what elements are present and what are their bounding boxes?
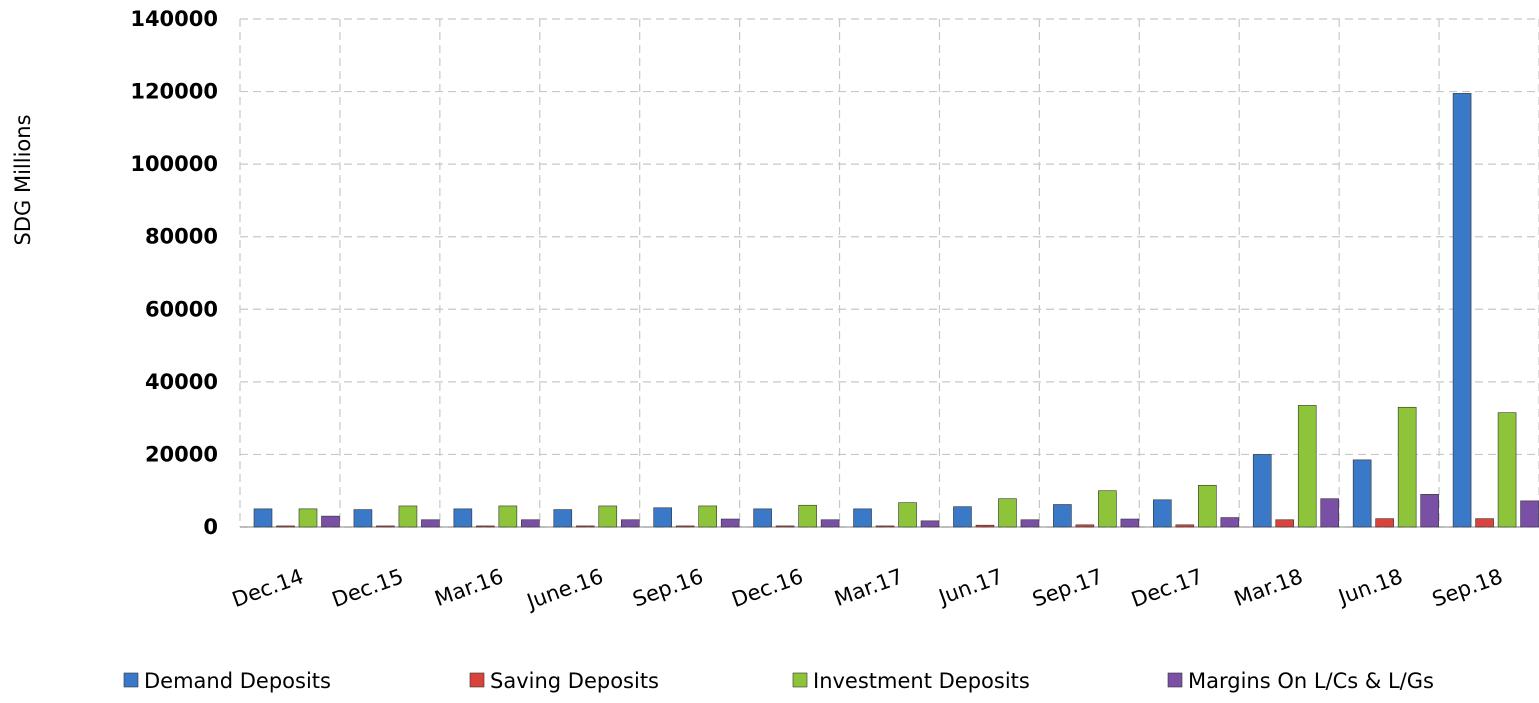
bar xyxy=(1198,484,1217,528)
x-tick-label: June.16 xyxy=(522,564,606,614)
bar xyxy=(1420,494,1439,528)
bar xyxy=(598,505,618,528)
bar xyxy=(253,508,273,528)
bar xyxy=(675,525,695,528)
bar xyxy=(1275,519,1295,528)
x-tick-label: Dec.16 xyxy=(728,564,806,612)
bar xyxy=(1397,406,1417,528)
x-tick-label: Dec.14 xyxy=(229,564,307,612)
bar xyxy=(521,519,540,528)
y-tick-label: 40000 xyxy=(145,370,218,394)
bar xyxy=(998,498,1017,528)
bar xyxy=(476,525,495,528)
bar xyxy=(798,504,817,528)
bar xyxy=(853,508,872,528)
bar xyxy=(898,502,917,528)
bar xyxy=(1297,405,1317,528)
bar xyxy=(276,525,295,528)
bar xyxy=(1053,504,1072,528)
bar xyxy=(820,519,840,528)
bar xyxy=(1320,498,1340,528)
bar xyxy=(421,519,440,528)
x-tick-label: Sep.16 xyxy=(630,564,707,612)
legend-swatch xyxy=(469,672,485,688)
bar xyxy=(1475,518,1494,528)
y-tick-label: 120000 xyxy=(130,80,218,104)
bar xyxy=(753,508,772,528)
bar xyxy=(1075,524,1095,528)
legend-swatch xyxy=(123,672,139,688)
bar xyxy=(1352,459,1372,528)
bar xyxy=(720,518,740,528)
y-tick-label: 0 xyxy=(203,515,218,539)
y-axis-title: SDG Millions xyxy=(11,114,35,245)
x-tick-label: Mar.17 xyxy=(831,564,906,611)
y-tick-label: 80000 xyxy=(145,225,218,249)
y-tick-label: 20000 xyxy=(145,442,218,466)
bar xyxy=(1020,519,1040,528)
bar xyxy=(453,508,473,528)
x-tick-label: Dec.15 xyxy=(329,564,407,612)
bar xyxy=(920,520,940,528)
bar xyxy=(1153,499,1172,528)
legend-swatch xyxy=(1167,672,1183,688)
bar xyxy=(321,515,340,528)
bar xyxy=(1452,93,1472,528)
bar xyxy=(875,525,895,528)
x-tick-label: Dec.17 xyxy=(1128,564,1206,612)
bar xyxy=(1497,412,1517,528)
legend-label: Saving Deposits xyxy=(490,669,659,693)
bar xyxy=(575,525,595,528)
x-tick-label: Sep.18 xyxy=(1429,564,1506,612)
bar xyxy=(953,506,972,528)
bar xyxy=(698,505,717,528)
x-tick-label: Mar.18 xyxy=(1231,564,1306,611)
bar xyxy=(1252,454,1272,528)
bar xyxy=(398,505,418,528)
x-tick-label: Jun.17 xyxy=(934,564,1006,610)
bar xyxy=(1175,524,1195,528)
bar xyxy=(298,508,318,528)
bar xyxy=(775,525,795,528)
legend-label: Investment Deposits xyxy=(813,669,1030,693)
bar xyxy=(653,507,672,528)
y-tick-label: 100000 xyxy=(130,152,218,176)
y-tick-label: 60000 xyxy=(145,297,218,321)
bar xyxy=(553,509,573,528)
legend-swatch xyxy=(792,672,808,688)
x-tick-label: Jun.18 xyxy=(1334,564,1406,610)
legend-label: Demand Deposits xyxy=(144,669,331,693)
legend-label: Margins On L/Cs & L/Gs xyxy=(1188,669,1434,693)
bar xyxy=(620,519,640,528)
bar xyxy=(975,524,995,528)
bar xyxy=(1220,517,1240,528)
bar xyxy=(1520,500,1539,528)
bar xyxy=(353,509,373,528)
bar xyxy=(1375,518,1394,528)
bar xyxy=(1120,518,1140,528)
x-tick-label: Sep.17 xyxy=(1029,564,1106,612)
y-tick-label: 140000 xyxy=(130,7,218,31)
bar xyxy=(1098,490,1117,528)
bar xyxy=(498,505,518,528)
x-tick-label: Mar.16 xyxy=(432,564,507,611)
bar xyxy=(376,525,395,528)
